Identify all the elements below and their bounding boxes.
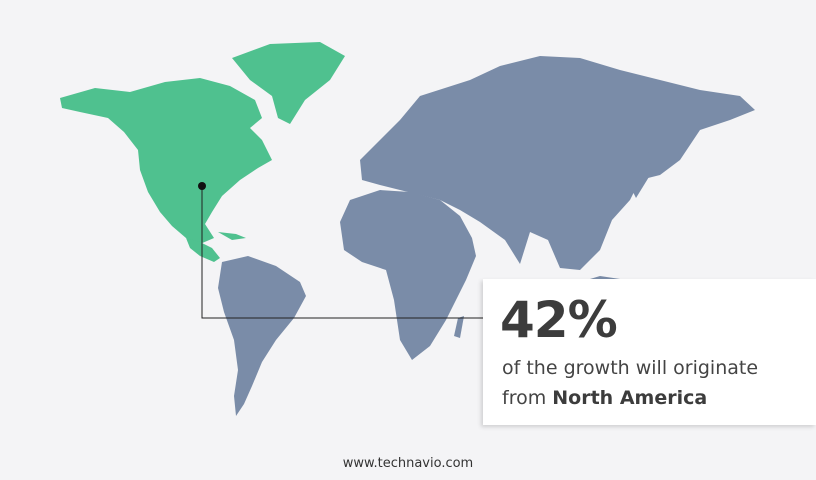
south-america: [218, 256, 306, 416]
madagascar: [454, 316, 464, 338]
growth-description: of the growth will originate: [502, 357, 759, 379]
europe-asia: [360, 56, 755, 270]
growth-region-line: from North America: [502, 387, 707, 409]
location-marker: [198, 182, 206, 190]
stat-callout: 42% of the growth will originate from No…: [483, 279, 816, 425]
connector-line: [201, 186, 483, 319]
north-america: [60, 42, 345, 262]
region-prefix: from: [502, 387, 553, 409]
website-footer: www.technavio.com: [342, 456, 474, 471]
growth-percentage: 42%: [500, 291, 618, 349]
japan: [632, 150, 652, 198]
region-name: North America: [552, 387, 708, 409]
